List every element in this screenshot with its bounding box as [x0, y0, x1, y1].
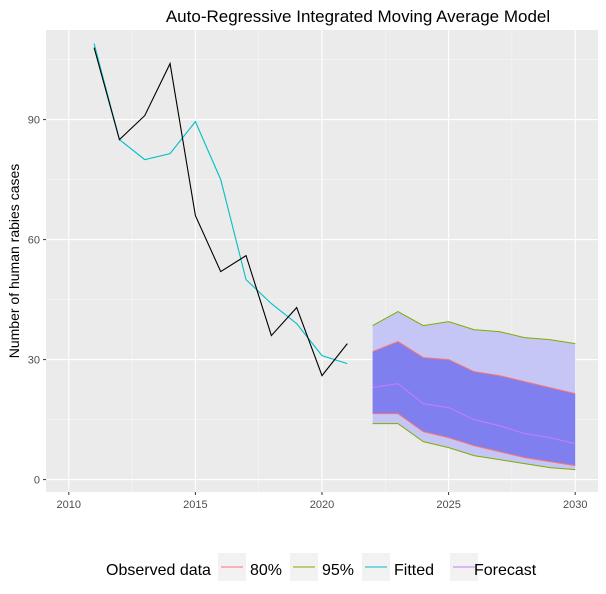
line-95-upper: [372, 311, 576, 345]
legend-label: Fitted: [394, 562, 434, 579]
legend-title: Observed data: [106, 562, 211, 579]
chart-title: Auto-Regressive Integrated Moving Averag…: [166, 7, 550, 26]
y-axis-ticks: 0 30 60 90: [28, 115, 46, 487]
legend-label: 95%: [322, 562, 354, 579]
x-tick-label: 2025: [436, 499, 460, 511]
band-80: [372, 341, 576, 466]
observed-line: [93, 47, 348, 377]
forecast-line: [372, 383, 576, 445]
series-lines: [93, 43, 576, 471]
legend-label: 80%: [250, 562, 282, 579]
x-axis-ticks: 2010 2015 2020 2025 2030: [57, 492, 587, 511]
line-95-lower: [372, 423, 576, 471]
y-tick-label: 30: [28, 355, 40, 367]
y-tick-label: 60: [28, 235, 40, 247]
x-tick-label: 2020: [310, 499, 334, 511]
x-tick-label: 2010: [57, 499, 81, 511]
major-gridlines: [46, 30, 598, 492]
forecast-bands: [372, 311, 576, 470]
legend-label: Forecast: [474, 562, 537, 579]
y-tick-label: 90: [28, 115, 40, 127]
legend: Observed data 80% 95% Fitted Forecast: [106, 553, 537, 581]
line-80-upper: [372, 341, 576, 395]
line-80-lower: [372, 413, 576, 467]
x-tick-label: 2030: [563, 499, 587, 511]
y-axis-title: Number of human rabies cases: [6, 164, 22, 359]
y-tick-label: 0: [34, 475, 40, 487]
fitted-line: [93, 43, 348, 365]
x-tick-label: 2015: [183, 499, 207, 511]
